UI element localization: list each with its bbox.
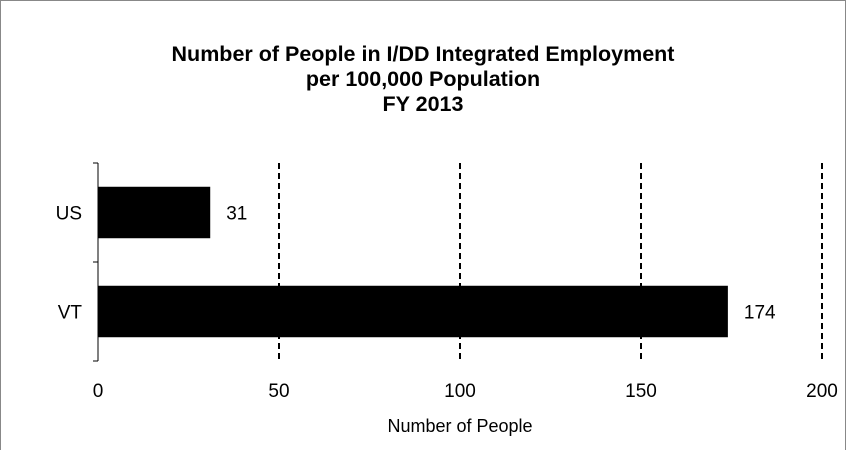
x-tick-label: 100 [444, 381, 476, 402]
x-axis-title: Number of People [387, 416, 532, 436]
category-label: VT [58, 303, 83, 324]
x-tick-label: 150 [625, 381, 657, 402]
category-labels: US VT [56, 204, 83, 324]
chart-title-line-2: per 100,000 Population [305, 67, 541, 91]
bar-us [98, 186, 211, 239]
data-label: 174 [744, 303, 776, 324]
data-label: 31 [226, 204, 247, 225]
chart-title-line-3: FY 2013 [382, 92, 464, 116]
bar-vt [98, 285, 728, 338]
x-tick-labels: 0 50 100 150 200 [93, 381, 838, 402]
chart-title: Number of People in I/DD Integrated Empl… [0, 42, 846, 117]
axes [93, 162, 99, 362]
x-tick-label: 50 [268, 381, 289, 402]
chart-title-line-1: Number of People in I/DD Integrated Empl… [171, 42, 675, 66]
bars [98, 186, 728, 338]
data-labels: 31 174 [226, 204, 776, 324]
category-label: US [56, 204, 82, 225]
x-tick-label: 0 [93, 381, 104, 402]
x-tick-label: 200 [806, 381, 838, 402]
